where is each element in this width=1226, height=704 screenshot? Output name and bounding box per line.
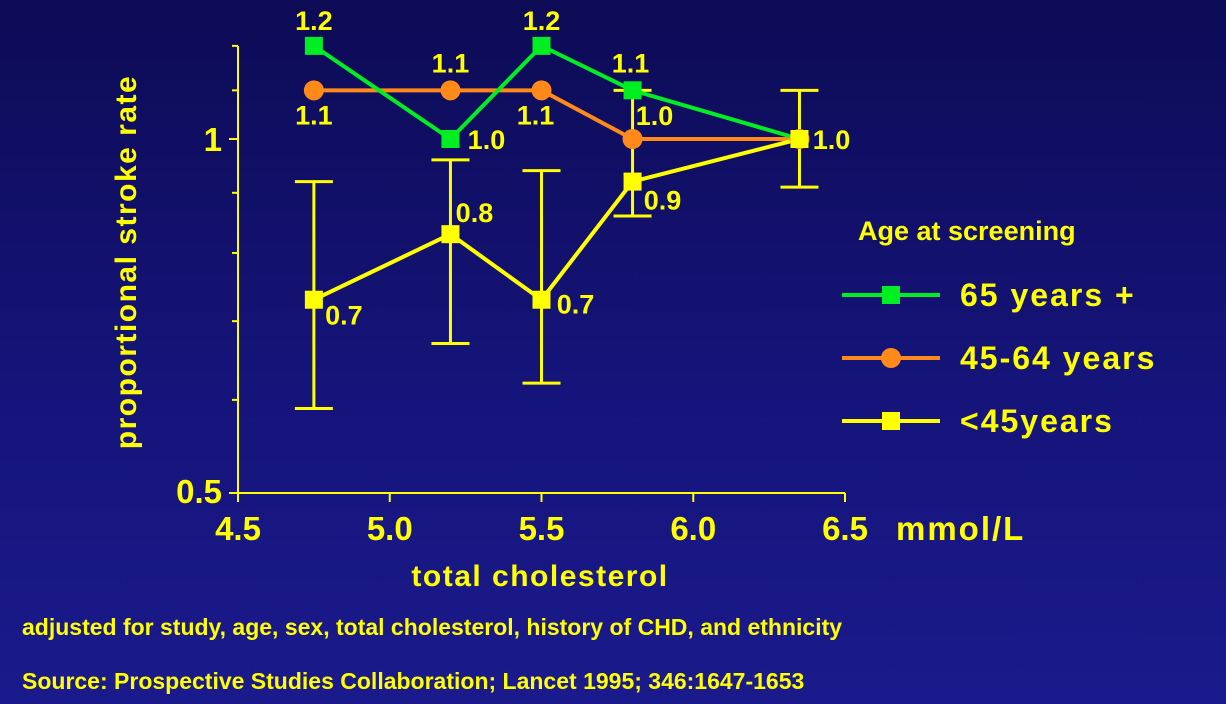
data-label: 1.1	[432, 48, 470, 78]
data-label: 0.7	[325, 301, 363, 331]
y-tick-label: 1	[204, 121, 222, 158]
data-point	[532, 290, 551, 309]
x-axis-label: total cholesterol	[411, 560, 668, 593]
data-label: 0.7	[557, 290, 595, 320]
data-label: 1.2	[523, 6, 561, 36]
stroke-rate-chart: 4.5 5.0 5.5 6.0 6.510.5 1.21.01.21.11.11.11.…	[110, 6, 1156, 593]
data-point	[303, 80, 324, 101]
series-line	[312, 43, 801, 141]
x-tick-label: 6.5	[822, 510, 868, 547]
error-bars	[294, 88, 819, 410]
data-point	[881, 348, 901, 368]
series-line	[313, 137, 800, 302]
data-label: 0.8	[456, 198, 494, 228]
legend-title: Age at screening	[858, 216, 1076, 246]
x-tick-label: 6.0	[670, 510, 716, 547]
data-point	[790, 130, 809, 148]
data-point	[882, 286, 900, 304]
data-point	[304, 36, 323, 55]
source-citation: Source: Prospective Studies Collaboratio…	[22, 668, 805, 694]
data-label: 1.1	[612, 48, 650, 78]
data-point	[622, 129, 643, 149]
data-label: 0.9	[644, 186, 682, 216]
x-tick-label: 5.5	[519, 510, 565, 547]
data-label: 1.0	[468, 125, 506, 155]
data-point	[441, 225, 460, 244]
data-label: 1.1	[295, 100, 333, 130]
x-tick-label: 5.0	[367, 510, 413, 547]
data-point	[623, 81, 642, 100]
data-labels: 1.2 1.0 1.2 1.1 1.1 1.1 1.1 1.0 0.7 0.8 0.7 0.9 1.0	[295, 6, 850, 331]
data-point	[623, 172, 642, 191]
data-label: 1.2	[295, 6, 333, 36]
data-point	[531, 80, 552, 101]
series-lines	[312, 43, 801, 302]
legend: 65 years + 45-64 years <45years	[842, 277, 1156, 439]
data-point	[882, 412, 900, 430]
legend-entry-label: 65 years +	[960, 277, 1136, 313]
adjustment-footnote: adjusted for study, age, sex, total chol…	[22, 614, 843, 640]
x-tick-label: 4.5	[215, 510, 261, 547]
legend-entry-label: <45years	[960, 403, 1114, 439]
series-markers	[303, 36, 810, 309]
data-point	[440, 80, 461, 101]
axes: 4.5 5.0 5.5 6.0 6.5 1 0.5	[176, 44, 868, 547]
data-point	[532, 36, 551, 55]
y-axis-label: proportional stroke rate	[110, 75, 143, 449]
data-label: 1.0	[636, 101, 674, 131]
y-tick-label: 0.5	[176, 473, 222, 510]
legend-entry-label: 45-64 years	[960, 340, 1156, 376]
data-label: 1.0	[813, 125, 851, 155]
data-label: 1.1	[517, 100, 555, 130]
data-point	[441, 130, 460, 148]
data-point	[304, 290, 323, 309]
x-axis-unit: mmol/L	[896, 510, 1025, 547]
